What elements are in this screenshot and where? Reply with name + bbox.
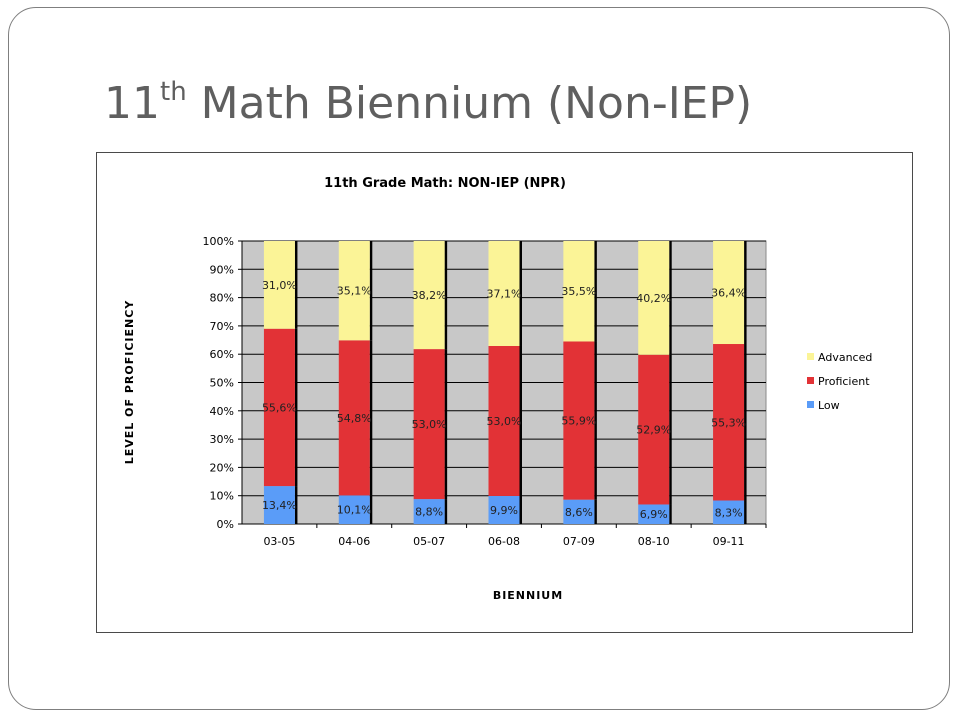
bar-shadow — [369, 340, 373, 496]
bar-shadow — [519, 241, 522, 346]
data-label: 35,5% — [561, 285, 596, 298]
x-tick-label: 08-10 — [638, 535, 670, 548]
bar-low-04-06 — [338, 495, 370, 524]
x-tick-label: 04-06 — [338, 535, 370, 548]
bar-advanced-07-09 — [563, 241, 595, 342]
y-tick-label: 40% — [210, 405, 234, 418]
bar-proficient-03-05 — [263, 328, 295, 487]
bar-shadow — [294, 328, 298, 487]
slide-title-number: 11 — [104, 78, 160, 129]
data-label: 37,1% — [487, 287, 522, 300]
bar-shadow — [369, 495, 373, 524]
bar-proficient-04-06 — [338, 340, 370, 496]
bar-shadow — [369, 241, 373, 341]
data-label: 40,2% — [636, 292, 671, 305]
bar-shadow — [594, 499, 597, 524]
data-label: 10,1% — [337, 504, 372, 517]
y-tick-label: 10% — [210, 490, 234, 503]
x-axis-title: BIENNIUM — [493, 589, 563, 602]
slide-title-text: Math Biennium (Non-IEP) — [186, 78, 753, 129]
bar-shadow — [294, 241, 298, 329]
bar-shadow — [294, 486, 298, 524]
bar-shadow — [744, 500, 747, 524]
y-tick-label: 80% — [210, 292, 234, 305]
data-label: 9,9% — [490, 504, 518, 517]
data-label: 36,4% — [711, 287, 746, 300]
bar-proficient-07-09 — [563, 341, 595, 500]
x-tick-label: 07-09 — [563, 535, 595, 548]
bar-low-05-07 — [413, 499, 445, 524]
data-label: 54,8% — [337, 412, 372, 425]
data-label: 38,2% — [412, 289, 447, 302]
y-tick-label: 0% — [217, 518, 234, 531]
y-tick-label: 20% — [210, 461, 234, 474]
x-tick-label: 06-08 — [488, 535, 520, 548]
bar-low-07-09 — [563, 499, 595, 524]
bar-advanced-04-06 — [338, 241, 370, 341]
y-tick-label: 90% — [210, 263, 234, 276]
data-label: 8,6% — [565, 506, 593, 519]
bar-low-09-11 — [713, 500, 745, 524]
x-tick-label: 09-11 — [713, 535, 745, 548]
bar-proficient-09-11 — [713, 344, 745, 501]
legend-label-advanced: Advanced — [818, 351, 872, 364]
bar-low-08-10 — [638, 504, 670, 524]
bar-advanced-09-11 — [713, 241, 745, 345]
bar-shadow — [444, 349, 448, 500]
data-label: 8,3% — [715, 506, 743, 519]
data-label: 8,8% — [415, 506, 443, 519]
chart-title: 11th Grade Math: NON-IEP (NPR) — [324, 176, 566, 191]
bar-advanced-03-05 — [263, 241, 295, 329]
bar-shadow — [519, 495, 522, 524]
y-tick-label: 30% — [210, 433, 234, 446]
data-label: 55,9% — [561, 415, 596, 428]
bar-shadow — [594, 241, 597, 342]
bar-proficient-08-10 — [638, 354, 670, 505]
data-label: 35,1% — [337, 285, 372, 298]
y-tick-label: 50% — [210, 377, 234, 390]
bar-shadow — [519, 345, 522, 496]
legend-swatch-low — [807, 401, 814, 408]
data-label: 6,9% — [640, 508, 668, 521]
bar-advanced-05-07 — [413, 241, 445, 350]
bar-low-06-08 — [488, 495, 520, 524]
y-axis-title: LEVEL OF PROFICIENCY — [123, 300, 136, 465]
bar-advanced-08-10 — [638, 241, 670, 355]
bar-shadow — [669, 504, 672, 524]
bar-shadow — [744, 241, 747, 345]
data-label: 31,0% — [262, 279, 297, 292]
data-label: 53,0% — [412, 418, 447, 431]
data-label: 55,3% — [711, 416, 746, 429]
y-tick-label: 60% — [210, 348, 234, 361]
legend-swatch-advanced — [807, 353, 814, 360]
x-tick-label: 05-07 — [413, 535, 445, 548]
bar-shadow — [444, 241, 448, 350]
stacked-bar-chart: 11th Grade Math: NON-IEP (NPR) 0% 10% 20% 30… — [123, 176, 872, 602]
bar-proficient-06-08 — [488, 345, 520, 496]
bar-shadow — [594, 341, 597, 500]
bar-shadow — [744, 344, 747, 501]
slide-title-superscript: th — [160, 77, 187, 107]
bar-advanced-06-08 — [488, 241, 520, 346]
bar-shadow — [669, 241, 672, 355]
bar-shadow — [669, 354, 672, 505]
bar-shadow — [444, 499, 448, 524]
y-tick-label: 70% — [210, 320, 234, 333]
legend-label-low: Low — [818, 399, 840, 412]
legend-swatch-proficient — [807, 377, 814, 384]
bar-low-03-05 — [263, 486, 295, 524]
y-tick-label: 100% — [203, 235, 234, 248]
data-label: 52,9% — [636, 424, 671, 437]
x-tick-label: 03-05 — [263, 535, 295, 548]
slide-title: 11th Math Biennium (Non-IEP) — [104, 79, 752, 126]
legend-label-proficient: Proficient — [818, 375, 870, 388]
data-label: 53,0% — [487, 415, 522, 428]
chart-container: 11th Grade Math: NON-IEP (NPR) 0% 10% 20% 30… — [96, 152, 913, 633]
bar-proficient-05-07 — [413, 349, 445, 500]
data-label: 13,4% — [262, 499, 297, 512]
data-label: 55,6% — [262, 401, 297, 414]
